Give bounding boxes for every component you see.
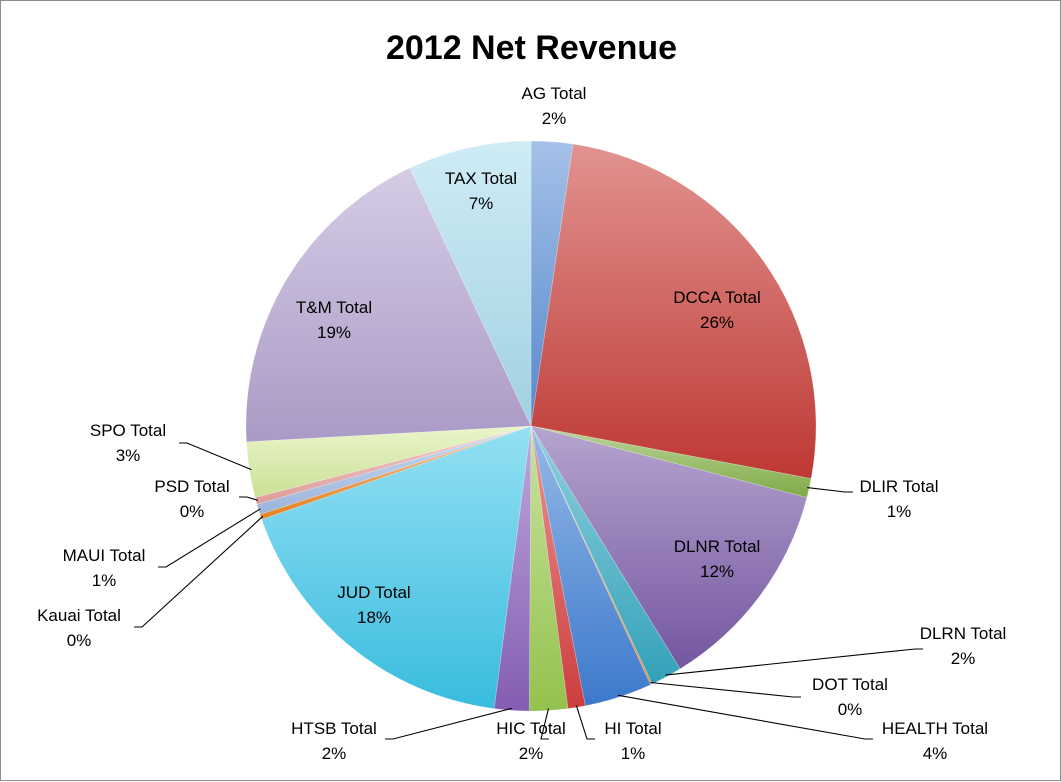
slice-percent: 1% (887, 502, 912, 521)
slice-percent: 0% (838, 700, 863, 719)
slice-label-health-total: HEALTH Total 4% (882, 719, 988, 763)
slice-name: DLIR Total (859, 477, 938, 496)
slice-label-dcca-total: DCCA Total 26% (673, 288, 761, 332)
leader-line-health-total (617, 694, 873, 740)
slice-percent: 12% (700, 562, 734, 581)
slice-percent: 1% (621, 744, 646, 763)
slice-label-psd-total: PSD Total 0% (154, 477, 229, 521)
slice-name: JUD Total (337, 583, 410, 602)
slice-name: TAX Total (445, 169, 517, 188)
slice-name: HEALTH Total (882, 719, 988, 738)
slice-percent: 18% (357, 608, 391, 627)
slice-name: AG Total (522, 84, 587, 103)
pie-slice-dlrn-total (530, 425, 681, 685)
pie-slice-htsb-total (493, 425, 532, 712)
slice-percent: 0% (180, 502, 205, 521)
slice-name: SPO Total (90, 421, 166, 440)
slice-label-htsb-total: HTSB Total 2% (291, 719, 377, 763)
slice-percent: 3% (116, 446, 141, 465)
slice-label-dlrn-total: DLRN Total 2% (920, 624, 1007, 668)
pie-slice-tandm-total (245, 167, 532, 443)
pie-slice-ag-total (530, 140, 574, 427)
slice-label-hic-total: HIC Total 2% (496, 719, 566, 763)
slice-name: PSD Total (154, 477, 229, 496)
slice-label-maui-total: MAUI Total 1% (63, 546, 146, 590)
pie-slice-jud-total (261, 425, 532, 709)
slice-name: DLNR Total (674, 537, 761, 556)
slice-name: HIC Total (496, 719, 566, 738)
slice-percent: 2% (322, 744, 347, 763)
leader-line-psd-total (239, 496, 259, 501)
leader-line-dot-total (650, 681, 801, 698)
slice-name: HI Total (604, 719, 661, 738)
slice-label-dlnr-total: DLNR Total 12% (674, 537, 761, 581)
leader-lines (134, 442, 923, 740)
slice-percent: 19% (317, 323, 351, 342)
leader-line-htsb-total (385, 707, 512, 740)
slice-name: T&M Total (296, 298, 372, 317)
slice-percent: 26% (700, 313, 734, 332)
slice-label-dlir-total: DLIR Total 1% (859, 477, 938, 521)
pie-slice-dlnr-total (530, 425, 808, 670)
slice-labels: AG Total 2% DCCA Total 26% DLIR Total 1% DLNR … (37, 84, 1006, 763)
slice-label-ag-total: AG Total 2% (522, 84, 587, 128)
leader-line-spo-total (179, 442, 252, 471)
slice-label-spo-total: SPO Total 3% (90, 421, 166, 465)
leader-line-kauai-total (134, 515, 264, 628)
leader-line-maui-total (158, 508, 261, 568)
slice-label-kauai-total: Kauai Total 0% (37, 606, 121, 650)
pie-slice-health-total (530, 425, 651, 707)
slice-percent: 1% (92, 571, 117, 590)
slice-label-tandm-total: T&M Total 19% (296, 298, 372, 342)
slice-percent: 2% (951, 649, 976, 668)
chart-title: 2012 Net Revenue (385, 29, 678, 67)
pie-slice-psd-total (254, 425, 532, 505)
pie-slice-kauai-total (259, 425, 532, 520)
pie-slice-hic-total (528, 425, 569, 712)
slice-percent: 7% (469, 194, 494, 213)
slice-label-dot-total: DOT Total 0% (812, 675, 888, 719)
slice-name: HTSB Total (291, 719, 377, 738)
leader-line-hic-total (540, 708, 550, 740)
slice-percent: 4% (923, 744, 948, 763)
slice-percent: 0% (67, 631, 92, 650)
pie-slice-spo-total (246, 425, 532, 498)
leader-line-dlir-total (807, 487, 853, 493)
slice-name: DLRN Total (920, 624, 1007, 643)
pie-slice-dot-total (530, 425, 653, 686)
pie-slices (245, 140, 817, 712)
pie-slice-dcca-total (530, 143, 817, 479)
slice-name: DCCA Total (673, 288, 761, 307)
slice-percent: 2% (542, 109, 567, 128)
leader-line-dlrn-total (665, 648, 923, 676)
slice-name: Kauai Total (37, 606, 121, 625)
pie-slice-tax-total (409, 140, 532, 427)
slice-label-jud-total: JUD Total 18% (337, 583, 410, 627)
slice-label-hi-total: HI Total 1% (604, 719, 661, 763)
slice-percent: 2% (519, 744, 544, 763)
slice-name: MAUI Total (63, 546, 146, 565)
leader-line-hi-total (575, 705, 595, 740)
slice-name: DOT Total (812, 675, 888, 694)
slice-label-tax-total: TAX Total 7% (445, 169, 517, 213)
